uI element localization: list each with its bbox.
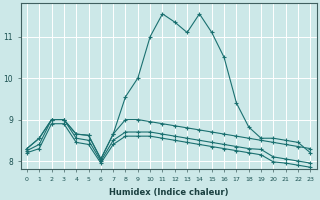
X-axis label: Humidex (Indice chaleur): Humidex (Indice chaleur): [109, 188, 228, 197]
